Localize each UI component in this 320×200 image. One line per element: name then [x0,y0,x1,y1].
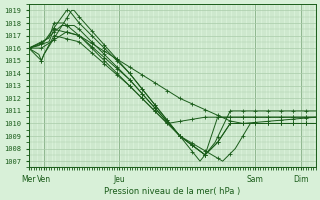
X-axis label: Pression niveau de la mer( hPa ): Pression niveau de la mer( hPa ) [104,187,240,196]
